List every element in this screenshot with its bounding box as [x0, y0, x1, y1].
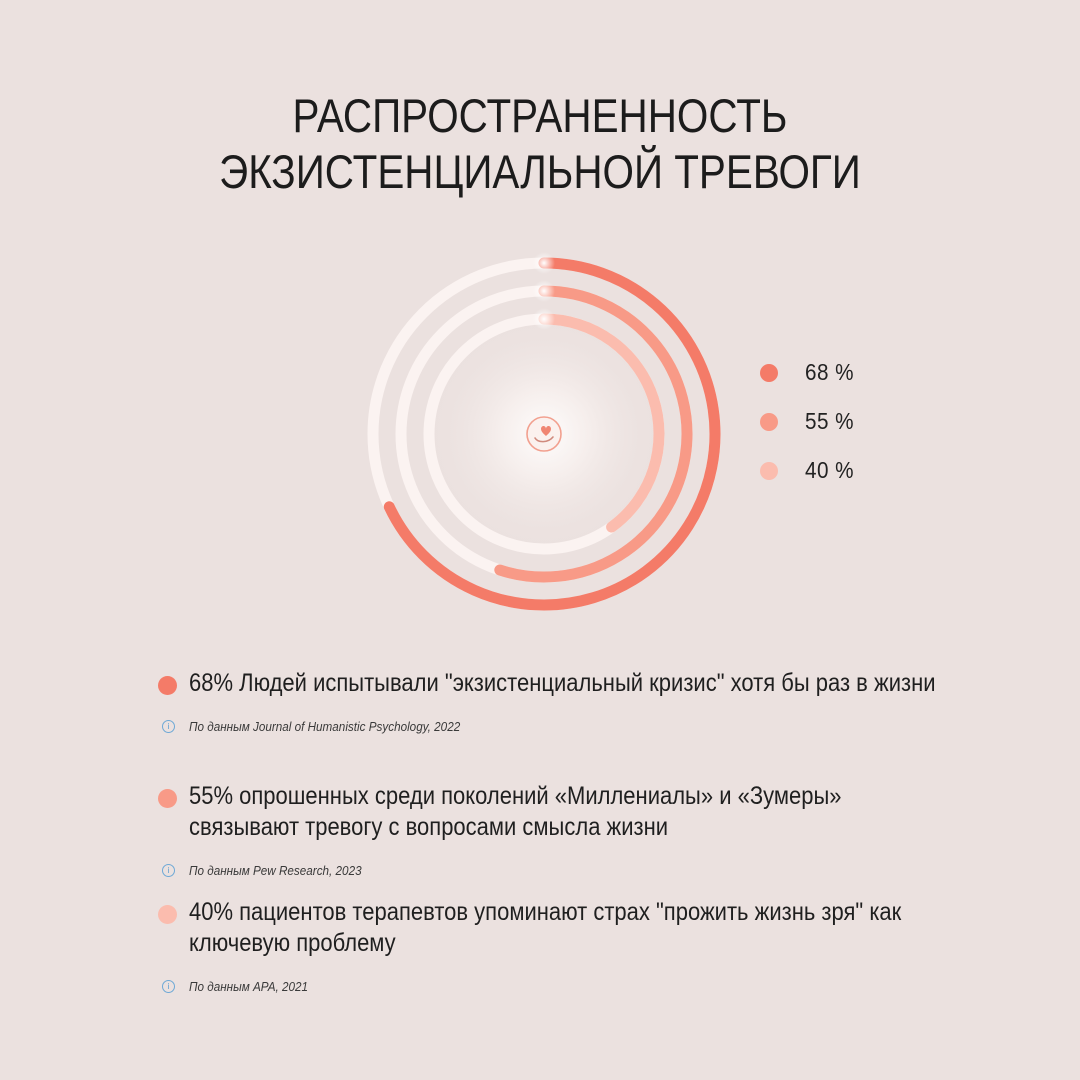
title-line-1: РАСПРОСТРАНЕННОСТЬ	[292, 89, 788, 142]
ring-bar-3	[538, 313, 665, 533]
legend-item: 68 %	[760, 348, 920, 397]
source-text-1: По данным Journal of Humanistic Psycholo…	[189, 718, 461, 734]
fact-item-1: 68% Людей испытывали "экзистенциальный к…	[158, 668, 938, 781]
page-title: РАСПРОСТРАНЕННОСТЬ ЭКЗИСТЕНЦИАЛЬНОЙ ТРЕВ…	[76, 88, 1005, 200]
title-line-2: ЭКЗИСТЕНЦИАЛЬНОЙ ТРЕВОГИ	[219, 145, 861, 198]
fact-item-3: 40% пациентов терапевтов упоминают страх…	[158, 897, 938, 996]
fact-text-2: 55% опрошенных среди поколений «Миллениа…	[189, 782, 842, 841]
fact-text-1: 68% Людей испытывали "экзистенциальный к…	[189, 669, 936, 697]
fact-source-3: i По данным APA, 2021	[162, 976, 938, 996]
legend-swatch-1	[760, 363, 778, 382]
legend-label-2: 55 %	[805, 408, 854, 434]
ring-bar-2	[494, 285, 693, 583]
fact-bullet-2	[158, 789, 177, 808]
fact-item-2: 55% опрошенных среди поколений «Миллениа…	[158, 781, 938, 897]
info-icon: i	[162, 863, 175, 877]
legend-item: 40 %	[760, 446, 920, 495]
fact-bullet-1	[158, 676, 177, 695]
legend-label-3: 40 %	[805, 457, 854, 483]
ring-start-glow-3	[533, 308, 555, 330]
legend-item: 55 %	[760, 397, 920, 446]
info-icon: i	[162, 979, 175, 993]
ring-bar-1	[383, 257, 721, 611]
fact-text-3: 40% пациентов терапевтов упоминают страх…	[189, 898, 902, 957]
fact-source-2: i По данным Pew Research, 2023	[162, 860, 938, 880]
legend-label-1: 68 %	[805, 359, 854, 385]
fact-source-1: i По данным Journal of Humanistic Psycho…	[162, 716, 938, 736]
source-text-2: По данным Pew Research, 2023	[189, 862, 362, 878]
ring-start-glow-1	[533, 252, 555, 274]
legend-swatch-3	[760, 461, 778, 480]
ring-start-glow-2	[533, 280, 555, 302]
info-icon: i	[162, 719, 175, 733]
facts-list: 68% Людей испытывали "экзистенциальный к…	[158, 668, 938, 996]
fact-bullet-3	[158, 905, 177, 924]
chart-legend: 68 % 55 % 40 %	[760, 348, 920, 495]
heart-in-hand-icon	[526, 416, 562, 452]
legend-swatch-2	[760, 412, 778, 431]
source-text-3: По данным APA, 2021	[189, 978, 309, 994]
radial-bar-chart	[367, 252, 721, 611]
